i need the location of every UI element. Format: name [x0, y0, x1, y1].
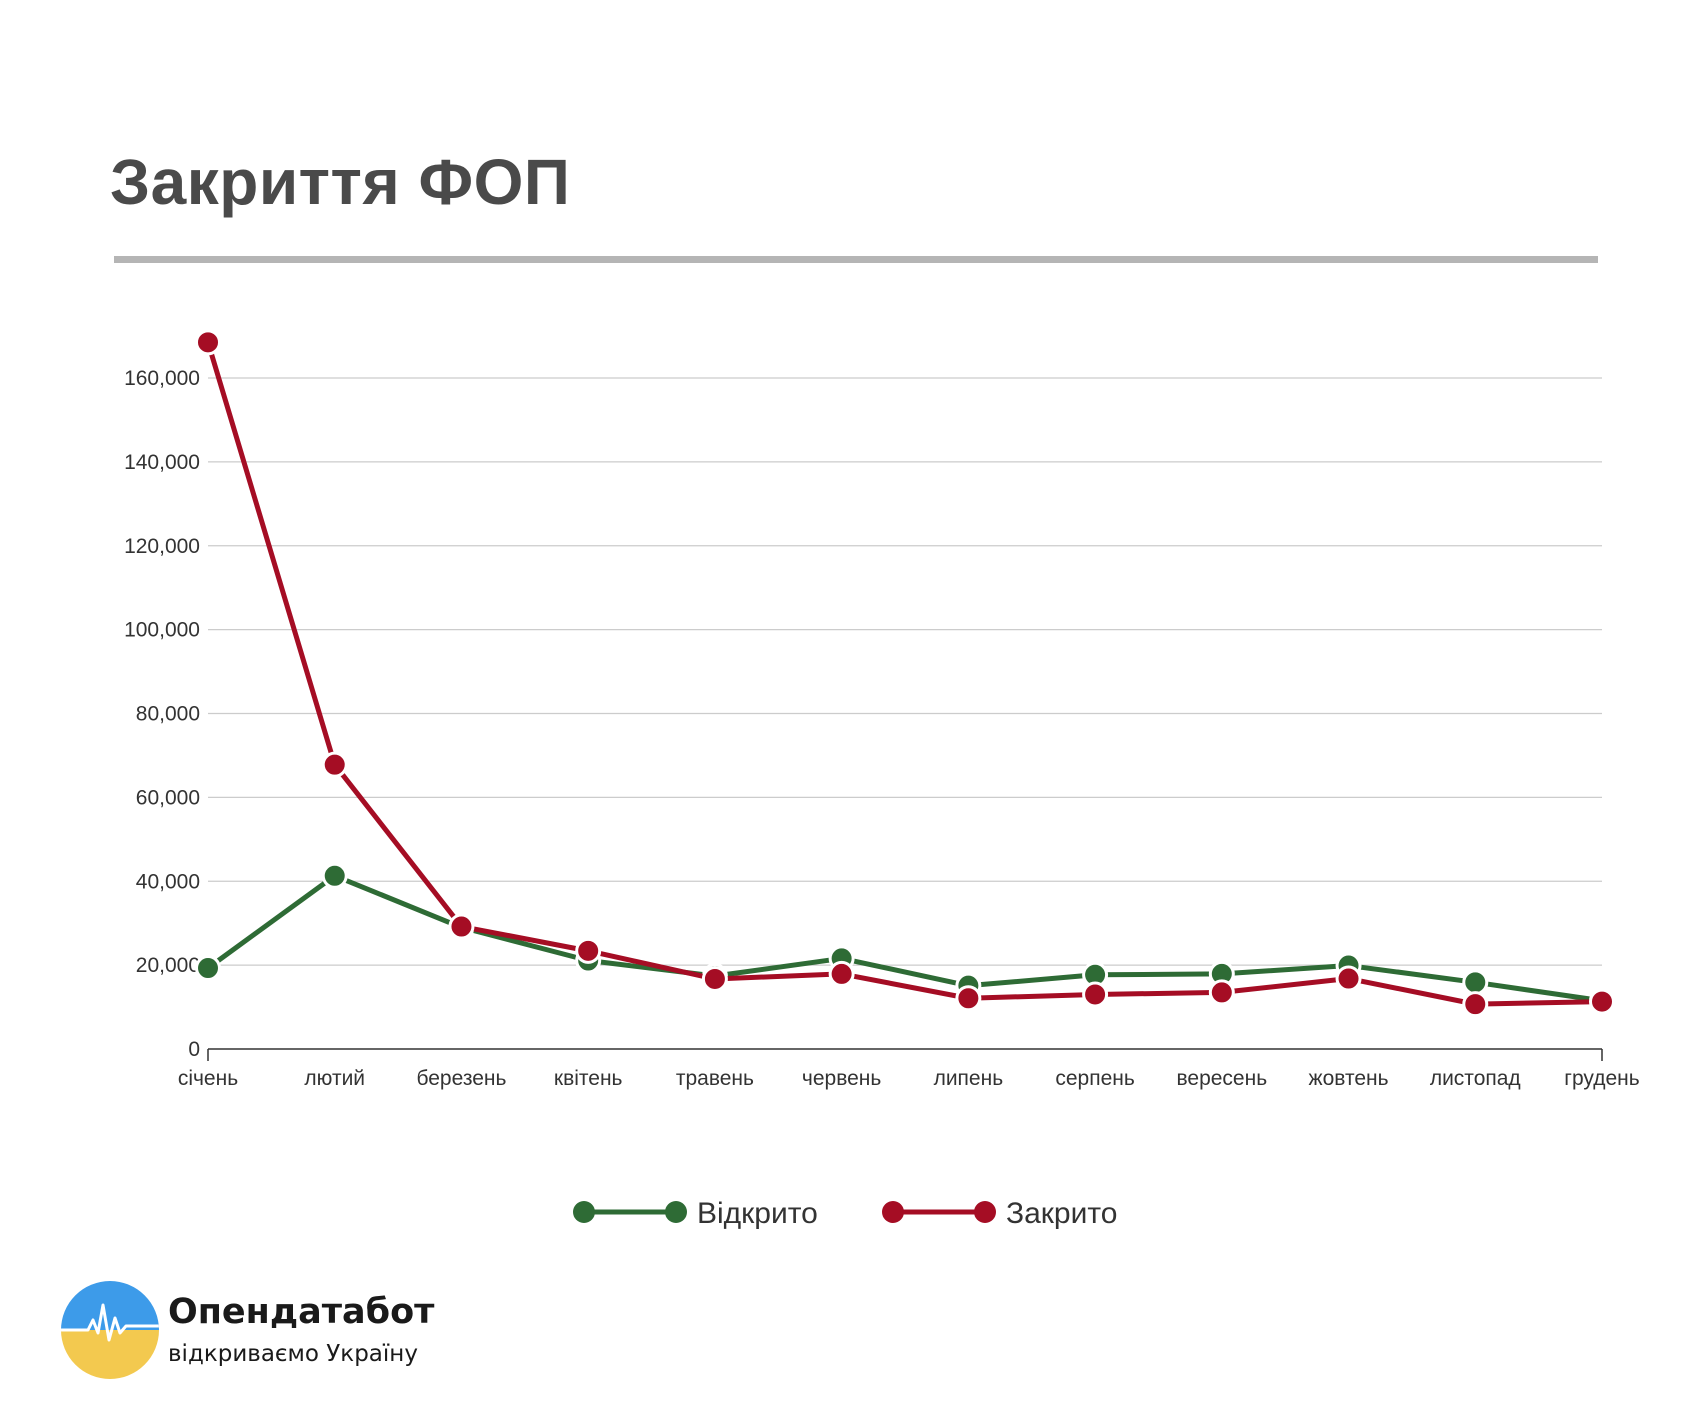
y-tick-label: 140,000: [124, 451, 200, 474]
data-point: [828, 960, 855, 987]
series-line: [205, 341, 1603, 1007]
chart-title: Закриття ФОП: [110, 146, 571, 218]
x-tick-label: червень: [802, 1067, 881, 1090]
x-tick-label: жовтень: [1309, 1067, 1389, 1090]
data-point: [321, 862, 348, 889]
legend-label: Закрито: [1006, 1197, 1117, 1230]
x-tick-label: лютий: [304, 1067, 365, 1090]
legend-marker: [573, 1201, 595, 1223]
y-tick-label: 80,000: [136, 703, 200, 726]
logo-tagline: відкриваємо Україну: [168, 1341, 418, 1367]
x-tick-label: грудень: [1564, 1067, 1639, 1090]
legend-marker: [974, 1201, 996, 1223]
title-divider: [114, 256, 1598, 263]
grid-lines: [208, 377, 1602, 966]
x-tick-label: квітень: [554, 1067, 623, 1090]
legend-label: Відкрито: [697, 1197, 818, 1230]
y-tick-label: 100,000: [124, 619, 200, 642]
data-point: [955, 985, 982, 1012]
data-point: [195, 329, 221, 356]
data-point: [1082, 981, 1109, 1008]
data-point: [1589, 988, 1615, 1015]
logo-icon: [61, 1281, 159, 1379]
x-tick-label: січень: [178, 1067, 238, 1090]
x-tick-label: вересень: [1176, 1067, 1267, 1090]
x-tick-label: серпень: [1055, 1067, 1135, 1090]
y-tick-label: 60,000: [136, 786, 200, 809]
x-tick-label: листопад: [1430, 1067, 1521, 1090]
x-axis-ticks: січень лютий березень квітень травень червень…: [178, 1049, 1640, 1090]
legend-item: Закрито: [882, 1197, 1117, 1230]
x-tick-label: липень: [934, 1067, 1004, 1090]
legend-item: Відкрито: [573, 1197, 818, 1230]
y-tick-label: 160,000: [124, 367, 200, 390]
series-closed: [195, 329, 1615, 1018]
x-tick-label: травень: [676, 1067, 754, 1090]
legend-marker: [882, 1201, 904, 1223]
y-tick-label: 40,000: [136, 870, 200, 893]
data-point: [1208, 979, 1235, 1006]
x-tick-label: березень: [416, 1067, 506, 1090]
y-axis-ticks: 0 20,000 40,000 60,000 80,000 100,000 120,000 1…: [124, 367, 200, 1061]
data-point: [701, 965, 728, 992]
data-point: [575, 937, 602, 964]
data-point: [448, 913, 475, 940]
data-point: [1462, 969, 1489, 996]
data-point: [195, 955, 221, 982]
y-tick-label: 20,000: [136, 954, 200, 977]
legend-marker: [665, 1201, 687, 1223]
y-tick-label: 0: [188, 1038, 200, 1061]
series-line: [206, 873, 1603, 1004]
legend: Відкрито Закрито: [573, 1197, 1117, 1230]
data-point: [321, 751, 348, 778]
data-point: [1462, 991, 1489, 1018]
logo-name: Опендатабот: [168, 1292, 435, 1332]
logo: [61, 1281, 159, 1379]
data-point: [1335, 965, 1362, 992]
y-tick-label: 120,000: [124, 535, 200, 558]
series-lines: [195, 329, 1615, 1018]
